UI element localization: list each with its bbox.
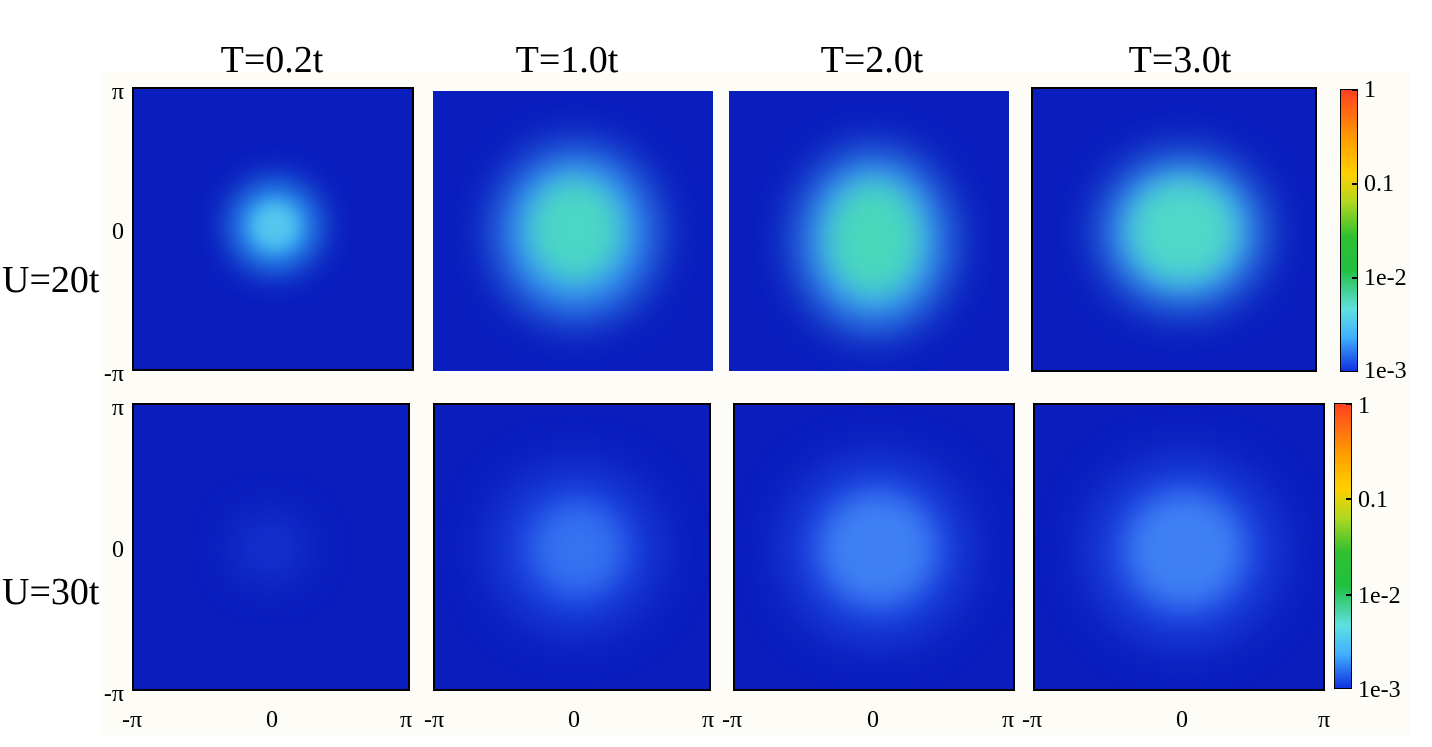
x-tick-p4-pi: π [1318,707,1331,733]
density-core [821,493,935,605]
x-tick-p3-minus-pi: -π [722,707,743,733]
y-tick-top-minus-pi: -π [103,361,124,387]
heatmap-u20-t30 [1031,87,1317,372]
colorbar-top-tick-01 [1352,183,1358,185]
row-label-u30: U=30t [2,571,100,613]
colorbar-bottom-label-1e-2: 1e-2 [1358,583,1401,609]
heatmap-u30-t02 [132,403,410,691]
x-tick-p4-zero: 0 [1176,707,1188,733]
density-core [1131,181,1235,281]
column-title-t30: T=3.0t [1128,39,1232,81]
y-tick-bottom-pi: π [111,395,124,421]
x-tick-p1-minus-pi: -π [122,707,143,733]
colorbar-bottom-tick-1 [1346,403,1352,405]
colorbar-bottom-tick-1e-2 [1346,594,1352,596]
colorbar-bottom-tick-01 [1346,498,1352,500]
density-core [529,179,621,281]
x-tick-p4-minus-pi: -π [1022,707,1043,733]
x-tick-p3-zero: 0 [867,707,879,733]
heatmap-u20-t20 [727,89,1011,373]
x-tick-p2-pi: π [702,707,715,733]
colorbar-bottom-label-1: 1 [1358,393,1370,419]
colorbar-top [1340,89,1358,372]
density-core [1127,493,1243,607]
colorbar-top-label-1: 1 [1364,77,1376,103]
colorbar-bottom [1334,403,1352,689]
colorbar-top-label-1e-3: 1e-3 [1364,358,1407,384]
colorbar-top-label-1e-2: 1e-2 [1364,265,1407,291]
x-tick-p1-pi: π [400,707,413,733]
y-tick-bottom-minus-pi: -π [103,681,124,707]
colorbar-bottom-label-1e-3: 1e-3 [1358,677,1401,703]
x-tick-p2-zero: 0 [568,707,580,733]
colorbar-top-tick-1e-2 [1352,277,1358,279]
density-core [252,203,298,249]
x-tick-p1-zero: 0 [266,707,278,733]
heatmap-u30-t30 [1033,403,1325,691]
column-title-t10: T=1.0t [515,39,619,81]
column-title-t20: T=2.0t [820,39,924,81]
y-tick-bottom-zero: 0 [112,537,124,563]
density-blob [230,511,310,585]
heatmap-u30-t10 [433,403,711,691]
colorbar-bottom-label-01: 0.1 [1358,487,1388,513]
column-title-t02: T=0.2t [220,39,324,81]
y-tick-top-pi: π [111,79,124,105]
density-core [533,503,623,595]
colorbar-top-label-01: 0.1 [1364,171,1394,197]
x-tick-p2-minus-pi: -π [424,707,445,733]
heatmap-u30-t20 [733,403,1015,691]
colorbar-top-tick-1 [1352,89,1358,91]
row-label-u20: U=20t [2,259,100,301]
heatmap-u20-t02 [132,87,414,371]
heatmap-u20-t10 [431,89,715,373]
y-tick-top-zero: 0 [112,219,124,245]
density-core [829,183,919,295]
x-tick-p3-pi: π [1002,707,1015,733]
